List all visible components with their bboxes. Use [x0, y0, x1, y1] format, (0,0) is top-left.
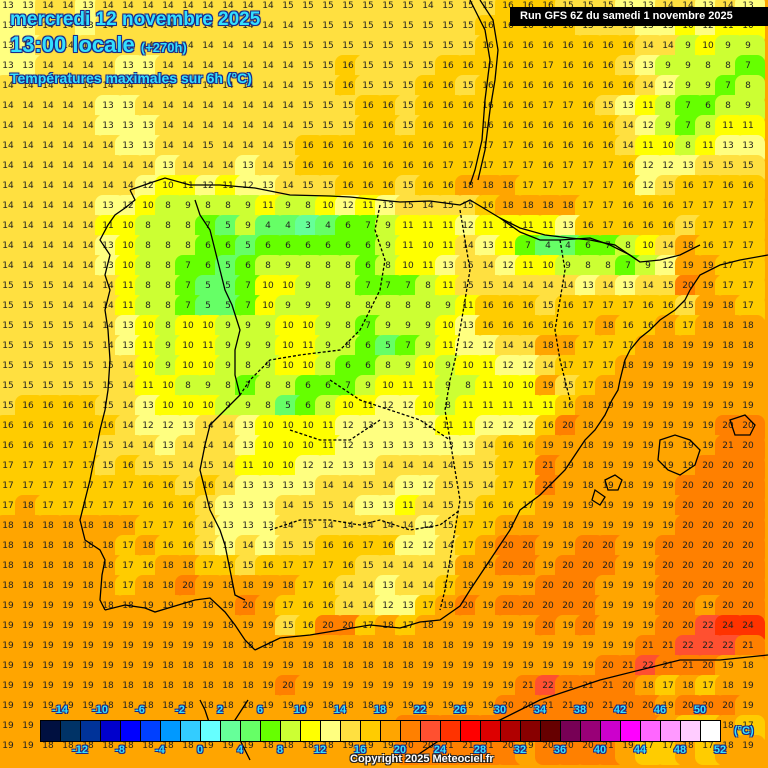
legend-swatch	[641, 721, 661, 741]
legend-swatch	[201, 721, 221, 741]
legend-swatch	[561, 721, 581, 741]
legend-tick-label: 4	[236, 744, 244, 756]
legend-tick-label: 8	[276, 744, 284, 756]
legend-tick-label: -4	[155, 744, 165, 756]
legend-swatch	[501, 721, 521, 741]
legend-tick-label: 14	[333, 704, 347, 716]
legend-swatch	[381, 721, 401, 741]
legend-tick-label: -8	[115, 744, 125, 756]
legend-tick-label: 26	[453, 704, 467, 716]
legend-tick-label: 0	[196, 744, 204, 756]
legend-tick-label: 22	[413, 704, 427, 716]
legend-tick-label: 48	[673, 744, 687, 756]
legend-swatch	[601, 721, 621, 741]
legend-swatch	[321, 721, 341, 741]
legend-swatch	[261, 721, 281, 741]
legend-tick-label: -2	[175, 704, 185, 716]
legend-tick-label: 30	[493, 704, 507, 716]
forecast-time-label: 13:00 locale	[10, 32, 135, 57]
legend-swatch	[461, 721, 481, 741]
forecast-lead: (+270h)	[140, 40, 187, 55]
legend-swatch	[141, 721, 161, 741]
legend-tick-label: 36	[553, 744, 567, 756]
legend-swatch	[441, 721, 461, 741]
legend-tick-label: 40	[593, 744, 607, 756]
color-scale-legend	[40, 720, 721, 742]
legend-swatch	[181, 721, 201, 741]
legend-swatch	[221, 721, 241, 741]
legend-tick-label: -14	[52, 704, 68, 716]
legend-tick-label: -10	[92, 704, 108, 716]
forecast-time: 13:00 locale (+270h)	[10, 32, 187, 58]
legend-swatch	[121, 721, 141, 741]
legend-tick-label: -12	[72, 744, 88, 756]
legend-tick-label: 18	[373, 704, 387, 716]
legend-tick-label: -6	[135, 704, 145, 716]
forecast-date: mercredi 12 novembre 2025	[10, 9, 261, 30]
parameter-title: Températures maximales sur 6h (°C)	[10, 70, 252, 86]
legend-swatch	[481, 721, 501, 741]
legend-swatch	[61, 721, 81, 741]
legend-swatch	[681, 721, 701, 741]
legend-tick-label: 6	[256, 704, 264, 716]
legend-tick-label: 12	[313, 744, 327, 756]
legend-tick-label: 50	[693, 704, 707, 716]
legend-swatch	[361, 721, 381, 741]
legend-swatch	[581, 721, 601, 741]
legend-swatch	[161, 721, 181, 741]
legend-tick-label: 2	[216, 704, 224, 716]
legend-swatch	[101, 721, 121, 741]
legend-swatch	[661, 721, 681, 741]
legend-tick-label: 38	[573, 704, 587, 716]
legend-tick-label: 44	[633, 744, 647, 756]
legend-swatch	[241, 721, 261, 741]
legend-swatch	[281, 721, 301, 741]
legend-tick-label: 52	[713, 744, 727, 756]
legend-tick-label: 10	[293, 704, 307, 716]
legend-swatch	[41, 721, 61, 741]
legend-tick-label: 42	[613, 704, 627, 716]
legend-swatch	[401, 721, 421, 741]
unit-label: (°C)	[734, 725, 754, 737]
legend-tick-label: 34	[533, 704, 547, 716]
legend-swatch	[701, 721, 720, 741]
legend-tick-label: 46	[653, 704, 667, 716]
model-run-label: Run GFS 6Z du samedi 1 novembre 2025	[510, 7, 768, 26]
legend-swatch	[421, 721, 441, 741]
copyright: Copyright 2025 Meteociel.fr	[350, 753, 494, 765]
legend-swatch	[621, 721, 641, 741]
legend-swatch	[541, 721, 561, 741]
legend-swatch	[301, 721, 321, 741]
legend-tick-label: 32	[513, 744, 527, 756]
legend-swatch	[81, 721, 101, 741]
legend-swatch	[521, 721, 541, 741]
legend-swatch	[341, 721, 361, 741]
